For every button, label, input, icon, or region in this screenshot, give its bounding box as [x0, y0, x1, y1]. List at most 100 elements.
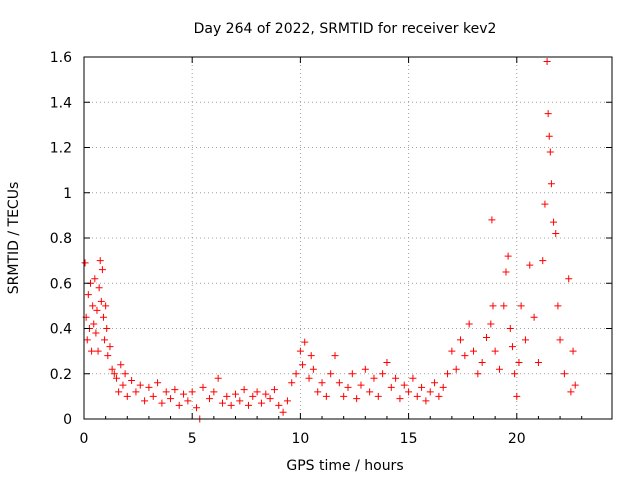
- data-point: [511, 370, 519, 378]
- data-point: [560, 370, 568, 378]
- data-point: [206, 395, 214, 403]
- data-point: [81, 259, 89, 267]
- data-point: [400, 381, 408, 389]
- data-point: [83, 336, 91, 344]
- data-point: [99, 313, 107, 321]
- data-point: [299, 361, 307, 369]
- data-point: [344, 383, 352, 391]
- data-point: [491, 347, 499, 355]
- data-point: [108, 365, 116, 373]
- data-point: [288, 379, 296, 387]
- data-point: [101, 336, 109, 344]
- data-point: [517, 302, 525, 310]
- data-point: [550, 218, 558, 226]
- y-tick-label: 1.4: [50, 95, 72, 111]
- y-tick-label: 1.2: [50, 141, 72, 157]
- data-point: [98, 266, 106, 274]
- data-point: [379, 370, 387, 378]
- data-point: [487, 320, 495, 328]
- data-point: [439, 383, 447, 391]
- x-tick-label: 10: [291, 431, 309, 447]
- data-point: [565, 275, 573, 283]
- data-point: [132, 388, 140, 396]
- data-point: [488, 216, 496, 224]
- data-point: [270, 386, 278, 394]
- data-point: [405, 388, 413, 396]
- data-point: [128, 377, 136, 385]
- x-tick-label: 20: [508, 431, 526, 447]
- data-point: [180, 390, 188, 398]
- data-point: [418, 383, 426, 391]
- data-point: [513, 392, 521, 400]
- data-point: [554, 302, 562, 310]
- data-point: [88, 347, 96, 355]
- data-point: [92, 329, 100, 337]
- data-point: [544, 110, 552, 118]
- y-axis-label: SRMTID / TECUs: [6, 182, 22, 295]
- data-point: [171, 386, 179, 394]
- data-point: [489, 302, 497, 310]
- data-point: [110, 370, 118, 378]
- data-point: [210, 388, 218, 396]
- data-point: [275, 401, 283, 409]
- data-point: [158, 399, 166, 407]
- data-point: [567, 388, 575, 396]
- data-point: [314, 388, 322, 396]
- data-point: [193, 404, 201, 412]
- data-point: [348, 370, 356, 378]
- data-point: [383, 358, 391, 366]
- data-point: [292, 370, 300, 378]
- data-point: [175, 401, 183, 409]
- data-point: [266, 395, 274, 403]
- data-point: [331, 352, 339, 360]
- data-point: [307, 352, 315, 360]
- data-point: [422, 397, 430, 405]
- data-point: [167, 395, 175, 403]
- data-point: [552, 229, 560, 237]
- data-point: [327, 370, 335, 378]
- data-point: [500, 302, 508, 310]
- data-point: [526, 261, 534, 269]
- data-point: [154, 379, 162, 387]
- data-point: [539, 257, 547, 265]
- data-point: [184, 397, 192, 405]
- data-point: [223, 392, 231, 400]
- data-point: [357, 381, 365, 389]
- data-point: [515, 358, 523, 366]
- data-point: [506, 325, 514, 332]
- data-point: [431, 379, 439, 387]
- data-point: [478, 358, 486, 366]
- data-point: [93, 306, 101, 314]
- data-point: [253, 388, 261, 396]
- data-point: [141, 397, 149, 405]
- data-point: [188, 388, 196, 396]
- data-point: [569, 347, 577, 355]
- data-point: [413, 392, 421, 400]
- grid: [84, 57, 612, 419]
- data-point: [465, 320, 473, 328]
- data-point: [231, 390, 239, 398]
- data-point: [97, 297, 105, 305]
- data-point: [199, 383, 207, 391]
- data-point: [322, 392, 330, 400]
- data-point: [335, 379, 343, 387]
- data-point: [218, 399, 226, 407]
- data-point: [296, 347, 304, 355]
- data-point: [279, 408, 287, 416]
- data-point: [162, 388, 170, 396]
- data-point: [89, 302, 97, 310]
- data-point: [504, 252, 512, 260]
- data-point: [136, 381, 144, 389]
- data-point: [117, 361, 125, 369]
- data-point: [119, 381, 127, 389]
- data-point: [283, 397, 291, 405]
- data-point: [106, 343, 114, 351]
- data-point: [556, 336, 564, 344]
- y-tick-label: 0.6: [50, 276, 72, 292]
- data-point: [461, 352, 469, 360]
- data-point: [104, 352, 112, 360]
- y-tick-label: 0.8: [50, 231, 72, 247]
- y-tick-label: 0.4: [50, 322, 72, 338]
- data-point: [318, 379, 326, 387]
- data-point: [370, 374, 378, 382]
